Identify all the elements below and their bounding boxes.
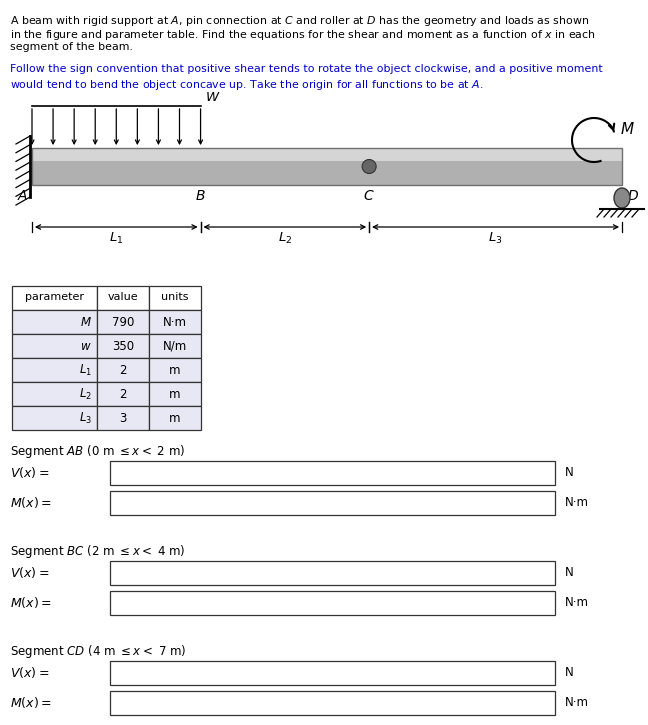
Text: $M$: $M$ (620, 121, 635, 137)
Bar (97, 406, 149, 430)
Text: units: units (161, 292, 189, 302)
Bar (110, 561, 555, 585)
Bar (32, 161, 622, 185)
Text: $V(x) =$: $V(x) =$ (10, 465, 49, 481)
Text: Segment $CD$ (4 m $\leq x <$ 7 m): Segment $CD$ (4 m $\leq x <$ 7 m) (10, 643, 187, 660)
Text: m: m (169, 387, 181, 400)
Text: $M(x) =$: $M(x) =$ (10, 595, 52, 610)
Text: A beam with rigid support at $A$, pin connection at $C$ and roller at $D$ has th: A beam with rigid support at $A$, pin co… (10, 14, 589, 28)
Text: value: value (108, 292, 138, 302)
Bar (32, 148, 622, 185)
Bar (97, 358, 149, 382)
Text: $D$: $D$ (627, 189, 639, 203)
Text: 790: 790 (112, 315, 134, 328)
Bar (97, 334, 149, 358)
Text: segment of the beam.: segment of the beam. (10, 42, 133, 52)
Text: 3: 3 (119, 412, 127, 425)
Text: parameter: parameter (25, 292, 84, 302)
Text: in the figure and parameter table. Find the equations for the shear and moment a: in the figure and parameter table. Find … (10, 28, 596, 42)
Bar (97, 382, 149, 406)
Text: 2: 2 (119, 363, 127, 376)
Bar (110, 661, 555, 685)
Bar (149, 382, 201, 406)
Text: m: m (169, 412, 181, 425)
Bar (110, 591, 555, 615)
Text: $M(x) =$: $M(x) =$ (10, 495, 52, 510)
Bar (110, 491, 555, 515)
Bar (32, 148, 622, 161)
Text: $w$: $w$ (80, 339, 92, 352)
Text: N·m: N·m (565, 497, 589, 510)
Bar (97, 310, 149, 334)
Bar (110, 691, 555, 715)
Text: N·m: N·m (163, 315, 187, 328)
Text: N·m: N·m (565, 697, 589, 710)
Text: N: N (565, 666, 573, 679)
Circle shape (362, 160, 376, 173)
Text: $L_2$: $L_2$ (79, 386, 92, 402)
Text: $M(x) =$: $M(x) =$ (10, 695, 52, 710)
Bar (12, 406, 97, 430)
Text: N: N (565, 566, 573, 579)
Text: Segment $BC$ (2 m $\leq x <$ 4 m): Segment $BC$ (2 m $\leq x <$ 4 m) (10, 543, 185, 560)
Text: Segment $AB$ (0 m $\leq x <$ 2 m): Segment $AB$ (0 m $\leq x <$ 2 m) (10, 443, 185, 460)
Text: N: N (565, 466, 573, 479)
Text: N·m: N·m (565, 597, 589, 610)
Bar (12, 382, 97, 406)
Bar (12, 334, 97, 358)
Text: $L_1$: $L_1$ (109, 231, 124, 246)
Text: 2: 2 (119, 387, 127, 400)
Text: would tend to bend the object concave up. Take the origin for all functions to b: would tend to bend the object concave up… (10, 78, 483, 92)
Text: $M$: $M$ (80, 315, 92, 328)
Bar (12, 286, 97, 310)
Bar (149, 358, 201, 382)
Bar (110, 461, 555, 485)
Text: 350: 350 (112, 339, 134, 352)
Text: N/m: N/m (163, 339, 187, 352)
Text: $L_2$: $L_2$ (278, 231, 292, 246)
Text: $V(x) =$: $V(x) =$ (10, 566, 49, 581)
Text: $L_3$: $L_3$ (79, 410, 92, 426)
Text: $A$: $A$ (17, 189, 28, 203)
Bar (12, 310, 97, 334)
Bar (97, 286, 149, 310)
Text: m: m (169, 363, 181, 376)
Text: $L_3$: $L_3$ (489, 231, 503, 246)
Bar (149, 286, 201, 310)
Text: $L_1$: $L_1$ (79, 362, 92, 378)
Bar (12, 358, 97, 382)
Bar (149, 406, 201, 430)
Bar (149, 310, 201, 334)
Ellipse shape (614, 188, 630, 208)
Text: $B$: $B$ (195, 189, 206, 203)
Text: $W$: $W$ (205, 91, 220, 104)
Text: $C$: $C$ (364, 189, 375, 203)
Bar (149, 334, 201, 358)
Text: Follow the sign convention that positive shear tends to rotate the object clockw: Follow the sign convention that positive… (10, 64, 603, 74)
Text: $V(x) =$: $V(x) =$ (10, 666, 49, 681)
